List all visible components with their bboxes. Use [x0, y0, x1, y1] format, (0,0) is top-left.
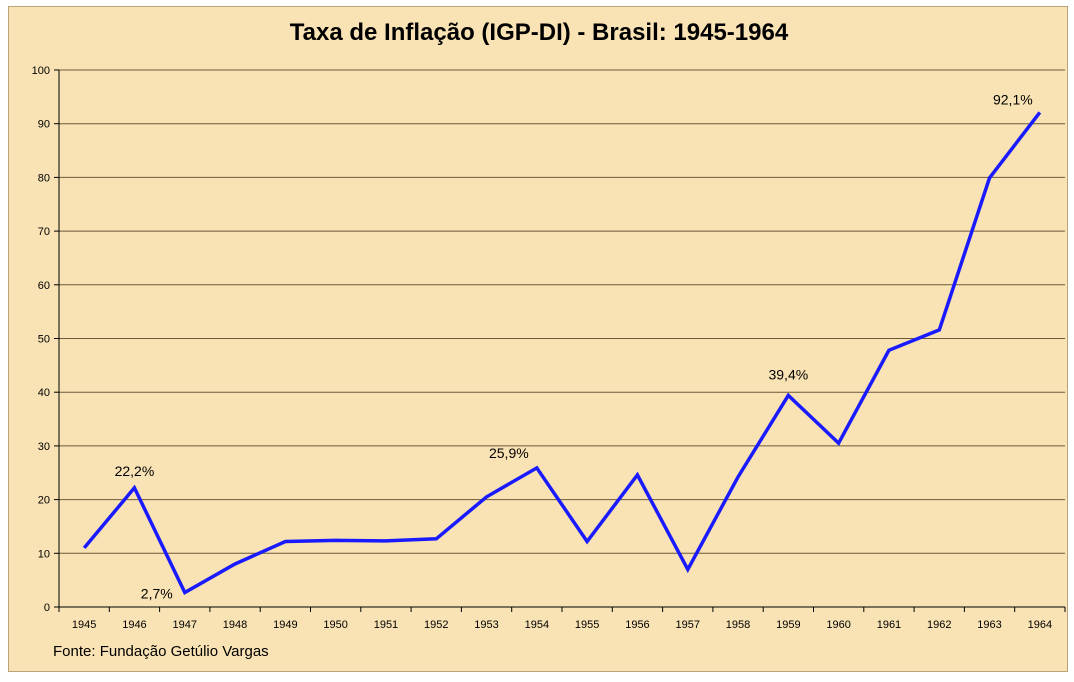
- x-axis: 1945 1946 1947 1948 1949 1950 1951 1952 1953 1954…: [58, 606, 1066, 631]
- x-tick-label: 1963: [977, 619, 1001, 631]
- y-tick-label: 40: [38, 387, 50, 399]
- x-tick-label: 1964: [1028, 619, 1052, 631]
- x-tick-label: 1961: [877, 619, 901, 631]
- data-label: 2,7%: [141, 586, 173, 602]
- x-tick-label: 1951: [374, 619, 398, 631]
- x-tick-label: 1953: [474, 619, 498, 631]
- y-tick-label: 90: [38, 119, 50, 131]
- x-tick-label: 1945: [72, 619, 96, 631]
- x-tick-label: 1956: [625, 619, 649, 631]
- data-label: 25,9%: [489, 445, 529, 461]
- x-tick-label: 1962: [927, 619, 951, 631]
- x-tick-label: 1959: [776, 619, 800, 631]
- x-tick-label: 1958: [726, 619, 750, 631]
- x-tick-label: 1946: [122, 619, 146, 631]
- series-line: [82, 111, 1042, 595]
- data-label: 92,1%: [993, 91, 1033, 107]
- data-labels: 22,2% 2,7% 25,9% 39,4% 92,1%: [115, 91, 1033, 601]
- y-tick-label: 10: [38, 548, 50, 560]
- data-label: 22,2%: [115, 463, 155, 479]
- y-tick-label: 100: [32, 65, 50, 77]
- x-tick-label: 1948: [223, 619, 247, 631]
- y-tick-label: 60: [38, 280, 50, 292]
- y-tick-label: 30: [38, 441, 50, 453]
- y-tick-label: 70: [38, 226, 50, 238]
- series-group: [82, 111, 1042, 595]
- y-tick-label: 20: [38, 495, 50, 507]
- x-tick-label: 1952: [424, 619, 448, 631]
- x-tick-label: 1960: [826, 619, 850, 631]
- x-tick-label: 1955: [575, 619, 599, 631]
- chart-grid: [59, 69, 1065, 554]
- y-axis: 0 10 20 30 40 50 60 70 80 90 100: [32, 65, 60, 614]
- chart-source: Fonte: Fundação Getúlio Vargas: [53, 643, 269, 660]
- data-label: 39,4%: [768, 366, 808, 382]
- x-tick-label: 1950: [323, 619, 347, 631]
- y-tick-label: 80: [38, 172, 50, 184]
- x-tick-label: 1957: [676, 619, 700, 631]
- x-tick-label: 1954: [525, 619, 549, 631]
- x-tick-label: 1949: [273, 619, 297, 631]
- y-tick-label: 0: [44, 602, 50, 614]
- chart-title: Taxa de Inflação (IGP-DI) - Brasil: 1945…: [289, 19, 789, 46]
- y-tick-label: 50: [38, 334, 50, 346]
- x-tick-label: 1947: [173, 619, 197, 631]
